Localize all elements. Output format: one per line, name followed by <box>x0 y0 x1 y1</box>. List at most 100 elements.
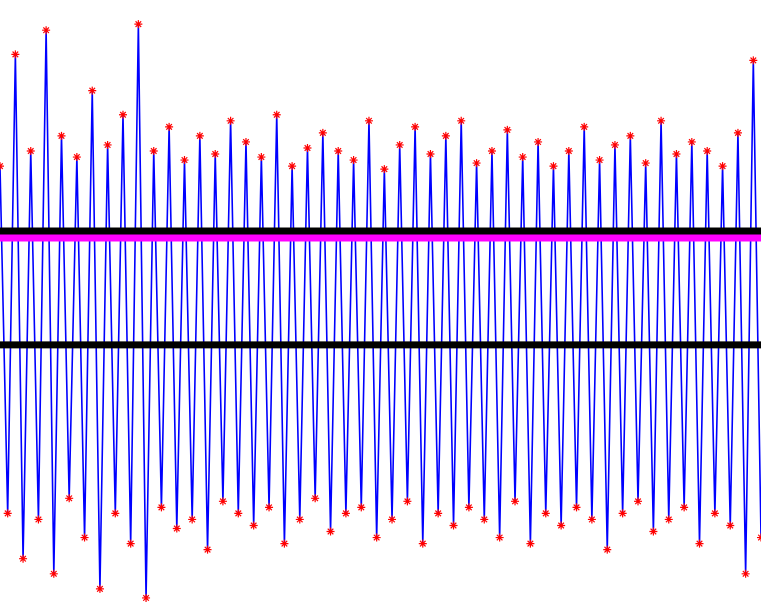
star-marker <box>349 156 358 165</box>
star-marker <box>303 143 312 152</box>
star-marker <box>503 125 512 134</box>
star-marker <box>218 497 227 506</box>
star-marker <box>749 56 758 65</box>
star-marker <box>226 116 235 125</box>
star-marker <box>341 509 350 518</box>
star-marker <box>19 554 28 563</box>
star-marker <box>733 128 742 137</box>
star-marker <box>726 521 735 530</box>
star-marker <box>195 131 204 140</box>
star-marker <box>580 122 589 131</box>
star-marker <box>757 533 761 542</box>
star-marker <box>557 521 566 530</box>
star-marker <box>487 147 496 155</box>
star-marker <box>34 515 43 524</box>
star-marker <box>203 545 212 554</box>
star-marker <box>718 162 727 171</box>
star-marker <box>126 539 135 548</box>
star-marker <box>480 515 489 524</box>
star-marker <box>626 131 635 140</box>
star-marker <box>234 509 243 518</box>
star-marker <box>157 503 166 512</box>
star-marker <box>634 497 643 506</box>
star-marker <box>142 593 151 602</box>
star-marker <box>680 503 689 512</box>
star-marker <box>288 162 297 171</box>
star-marker <box>26 147 35 155</box>
star-marker <box>80 533 89 542</box>
star-marker <box>272 110 281 119</box>
star-marker <box>534 137 543 146</box>
star-marker <box>334 147 343 155</box>
star-marker <box>311 494 320 503</box>
star-marker <box>472 159 481 168</box>
star-marker <box>249 521 258 530</box>
star-marker <box>188 515 197 524</box>
star-marker <box>403 497 412 506</box>
star-marker <box>710 509 719 518</box>
star-marker <box>211 150 220 159</box>
star-marker <box>549 162 558 171</box>
star-marker <box>657 116 666 125</box>
star-marker <box>441 131 450 140</box>
star-marker <box>372 533 381 542</box>
star-marker <box>703 147 712 155</box>
star-marker <box>449 521 458 530</box>
star-marker <box>687 137 696 146</box>
star-marker <box>111 509 120 518</box>
star-marker <box>241 137 250 146</box>
star-marker <box>357 503 366 512</box>
star-marker <box>57 131 66 140</box>
star-marker <box>426 150 435 159</box>
star-marker <box>464 503 473 512</box>
star-marker <box>526 539 535 548</box>
star-marker <box>257 153 266 162</box>
star-marker <box>641 159 650 168</box>
star-marker <box>695 539 704 548</box>
star-marker <box>672 150 681 159</box>
star-marker <box>3 509 12 518</box>
star-marker <box>172 524 181 533</box>
star-marker <box>295 515 304 524</box>
star-marker <box>649 527 658 536</box>
star-marker <box>587 515 596 524</box>
star-marker <box>595 156 604 165</box>
star-marker <box>741 569 750 578</box>
star-marker <box>0 162 4 171</box>
star-marker <box>418 539 427 548</box>
star-marker <box>65 494 74 503</box>
star-marker <box>49 569 58 578</box>
star-marker <box>72 153 81 162</box>
star-marker <box>364 116 373 125</box>
star-marker <box>88 86 97 95</box>
star-marker <box>380 165 389 174</box>
star-marker <box>318 128 327 137</box>
star-marker <box>95 584 104 593</box>
star-marker <box>495 533 504 542</box>
star-marker <box>180 156 189 165</box>
star-marker <box>165 122 174 131</box>
star-marker <box>457 116 466 125</box>
star-marker <box>265 503 274 512</box>
star-marker <box>42 26 51 35</box>
star-marker <box>326 527 335 536</box>
signal-line <box>0 24 761 598</box>
star-marker <box>280 539 289 548</box>
star-marker <box>564 147 573 155</box>
star-marker <box>11 50 20 59</box>
star-marker <box>149 147 158 155</box>
star-marker <box>541 509 550 518</box>
star-marker <box>134 20 143 29</box>
star-marker <box>664 515 673 524</box>
star-marker <box>610 140 619 149</box>
star-marker <box>434 509 443 518</box>
star-marker <box>103 140 112 149</box>
star-marker <box>572 503 581 512</box>
star-marker <box>411 122 420 131</box>
star-marker <box>618 509 627 518</box>
star-marker <box>395 140 404 149</box>
star-marker <box>118 110 127 119</box>
star-marker <box>388 515 397 524</box>
